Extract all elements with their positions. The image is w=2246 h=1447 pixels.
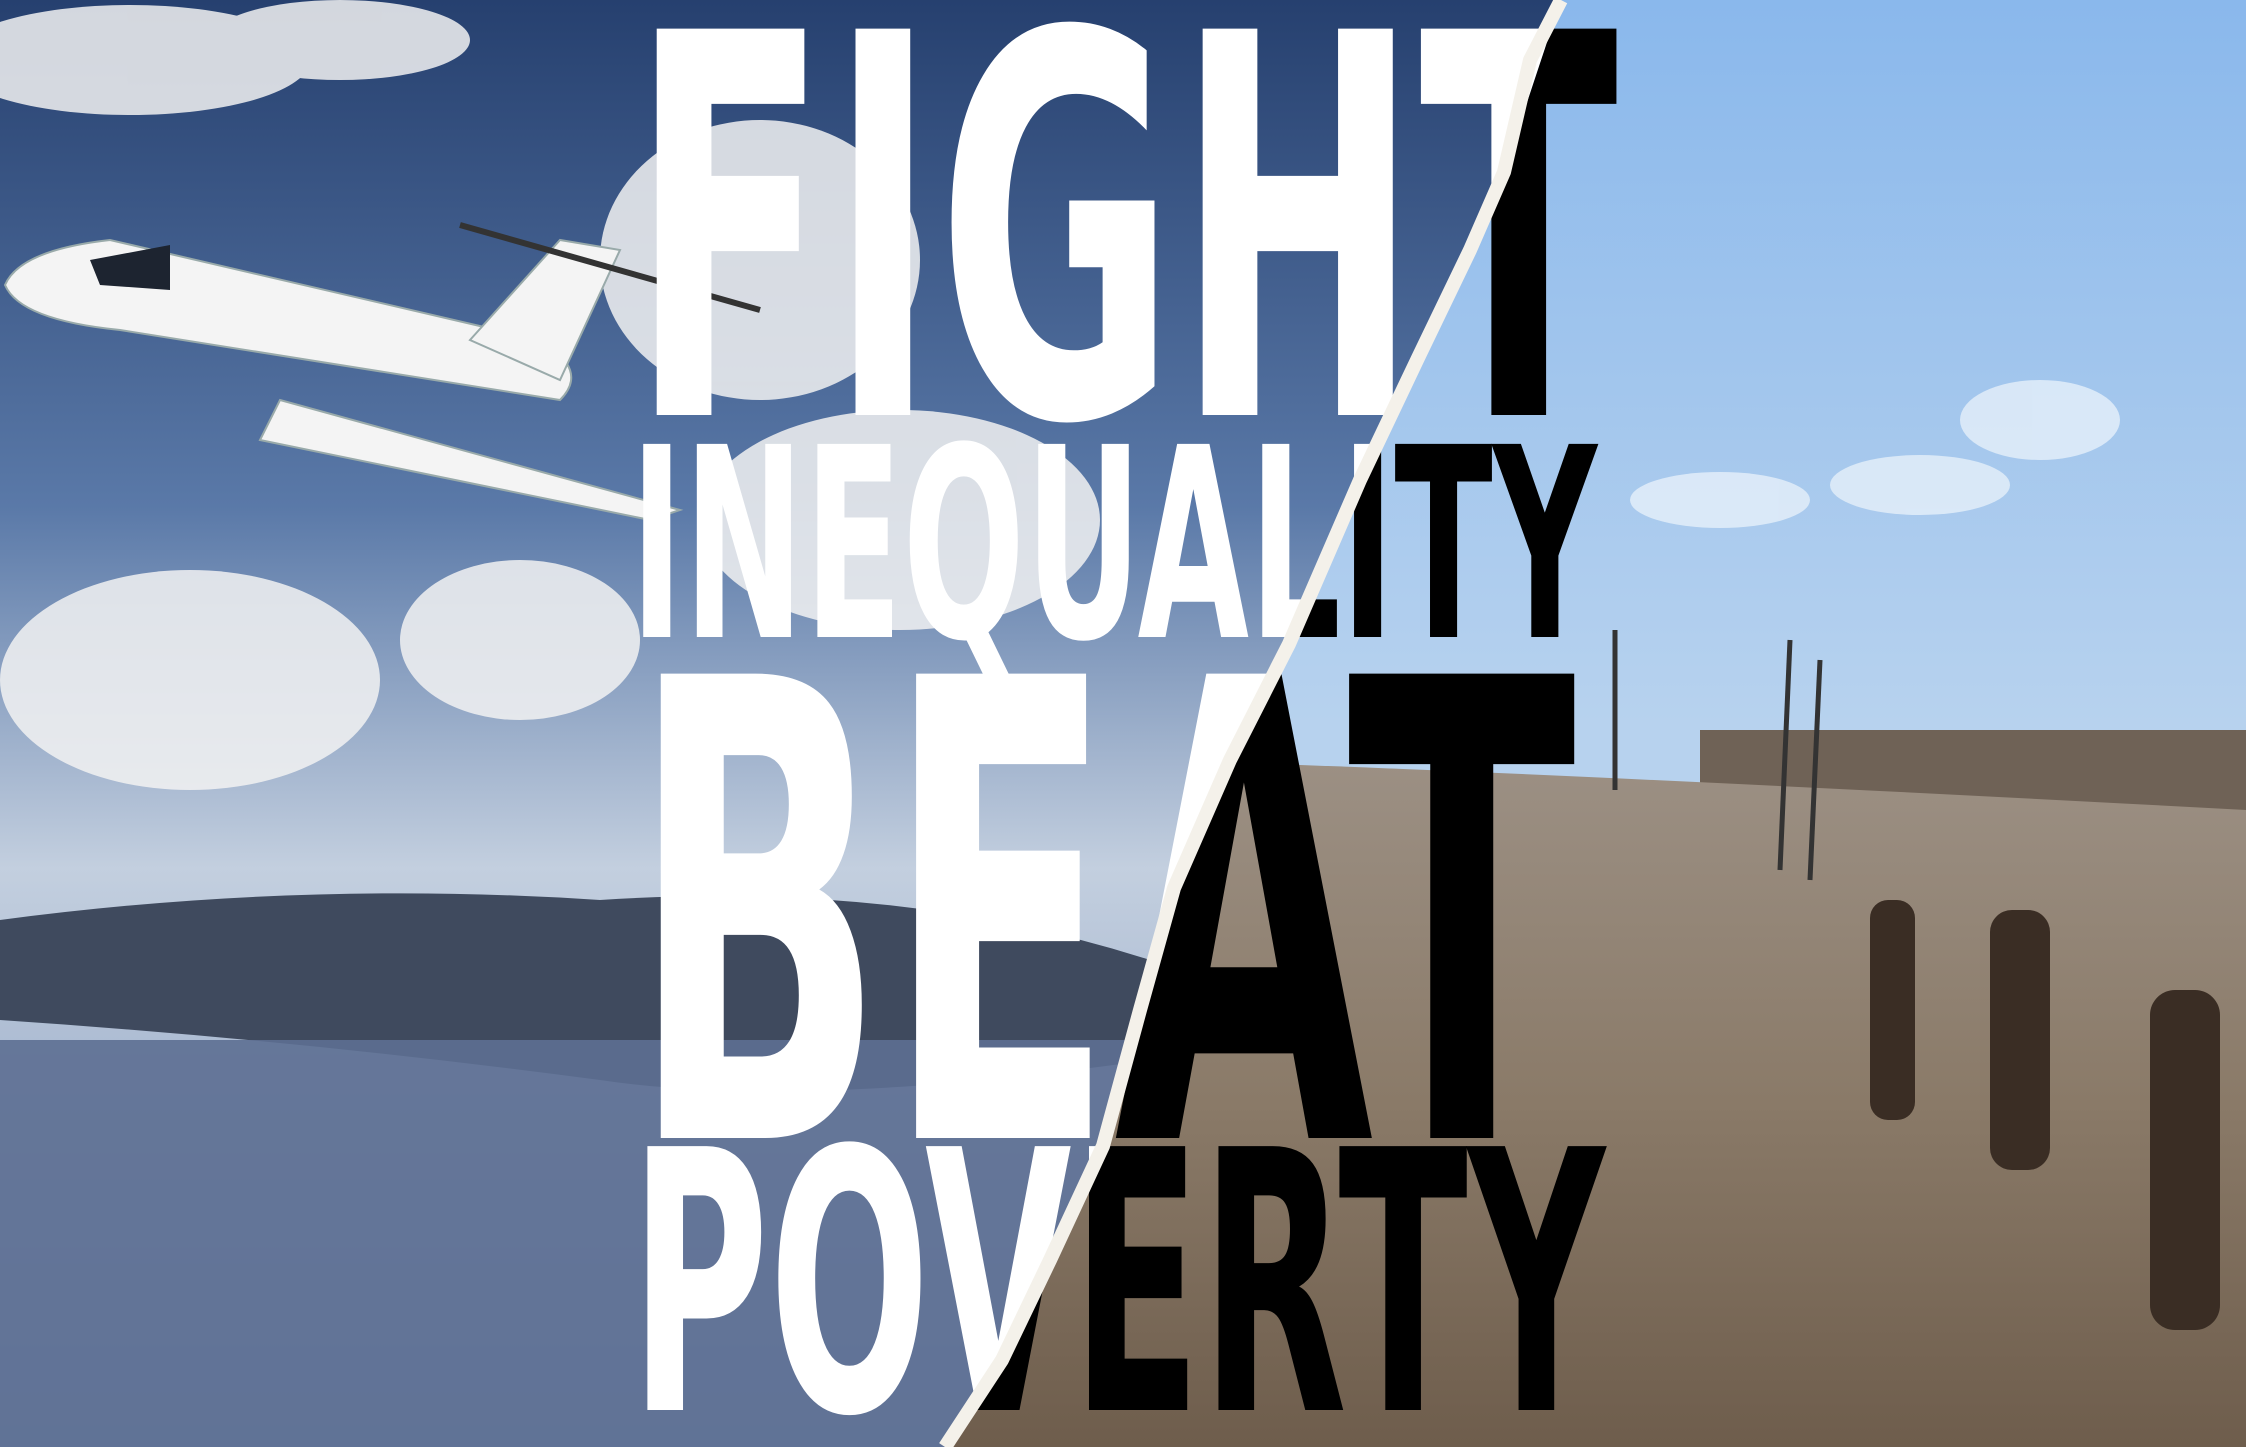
page: FIGHTINEQUALITYBEATPOVERTY FIGHTINEQUALI… [0, 0, 2246, 1447]
poster: FIGHTINEQUALITYBEATPOVERTY FIGHTINEQUALI… [0, 0, 2246, 1447]
